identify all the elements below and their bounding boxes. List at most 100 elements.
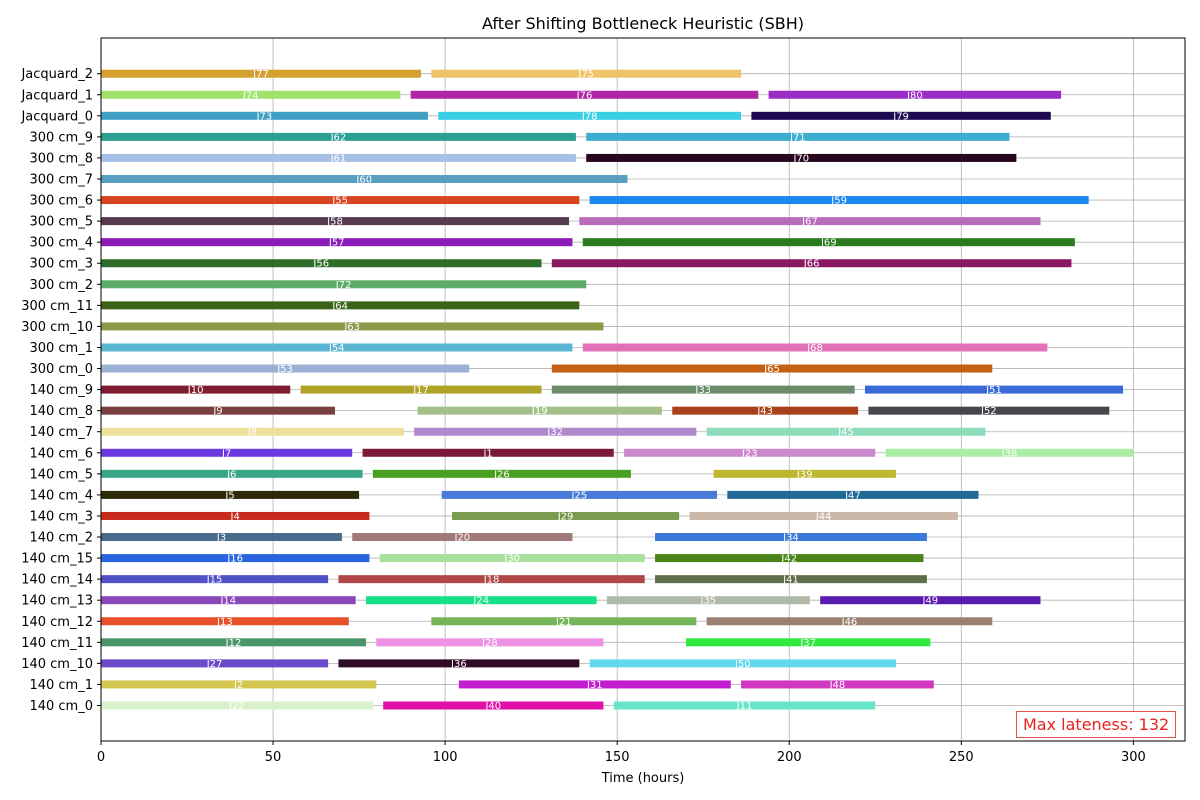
job-label: J25 [570, 490, 587, 501]
task-bars: J77 J75 J74 J76 J80 J73 J78 J79 J62 J71 J61 J70 J60 J… [101, 69, 1134, 712]
job-label: J36 [450, 659, 467, 670]
job-label: J52 [980, 406, 997, 417]
x-tick-label: 150 [605, 750, 630, 765]
x-axis-label: Time (hours) [601, 771, 685, 786]
task-bar [606, 596, 810, 605]
job-label: J30 [503, 554, 520, 565]
job-label: J63 [343, 322, 360, 333]
job-label: J28 [481, 638, 498, 649]
job-label: J6 [226, 469, 236, 480]
job-label: J44 [815, 511, 832, 522]
task-bar [551, 364, 993, 373]
job-label: J9 [212, 406, 222, 417]
task-bar [338, 575, 645, 584]
job-label: J11 [736, 701, 753, 712]
task-bar [376, 638, 604, 647]
job-label: J13 [216, 617, 233, 628]
job-label: J77 [252, 69, 269, 80]
task-bar [458, 680, 731, 689]
max-lateness-annotation: Max lateness: 132 [1016, 711, 1177, 738]
task-bar [706, 617, 993, 626]
job-label: J48 [829, 680, 846, 691]
task-bar [101, 533, 342, 542]
task-bar [372, 469, 631, 478]
task-bar [417, 406, 662, 415]
task-bar [101, 638, 366, 647]
machine-label: 300 cm_2 [29, 278, 93, 293]
job-label: J19 [531, 406, 548, 417]
job-label: J35 [700, 596, 717, 607]
task-bar [383, 701, 604, 710]
x-axis-ticks: 0 50 100 150 200 250 300 [97, 741, 1146, 765]
task-bar [101, 448, 353, 457]
machine-label: 140 cm_2 [29, 531, 93, 546]
task-bar [101, 343, 573, 352]
task-bar [101, 175, 628, 183]
job-label: J16 [226, 554, 243, 565]
job-label: J64 [331, 301, 348, 312]
task-bar [820, 596, 1041, 605]
job-label: J21 [555, 617, 572, 628]
task-bar [101, 680, 377, 689]
task-bar [101, 469, 363, 478]
job-label: J72 [335, 280, 352, 291]
task-bar [582, 343, 1048, 352]
job-label: J23 [741, 448, 758, 459]
task-bar [101, 385, 291, 394]
task-bar [338, 659, 580, 668]
machine-label: 140 cm_6 [29, 446, 93, 461]
x-tick-label: 300 [1121, 750, 1146, 765]
job-label: J27 [206, 659, 223, 670]
job-label: J15 [206, 575, 223, 586]
job-label: J70 [792, 153, 809, 164]
job-label: J71 [789, 132, 806, 143]
job-label: J33 [694, 385, 711, 396]
machine-label: 300 cm_1 [29, 341, 93, 356]
job-label: J1 [482, 448, 492, 459]
job-label: J56 [312, 259, 329, 270]
task-bar [579, 217, 1041, 226]
task-bar [101, 617, 349, 626]
job-label: J58 [326, 217, 343, 228]
task-bar [452, 511, 680, 520]
job-label: J57 [328, 238, 345, 249]
task-bar [589, 196, 1089, 205]
job-label: J69 [820, 238, 837, 249]
job-label: J80 [906, 90, 923, 101]
task-bar [431, 69, 742, 78]
machine-label: 300 cm_4 [29, 236, 93, 251]
task-bar [741, 680, 934, 689]
task-bar [101, 217, 570, 226]
task-bar [613, 701, 876, 710]
job-label: J60 [355, 175, 372, 186]
job-label: J50 [734, 659, 751, 670]
job-label: J66 [803, 259, 820, 270]
task-bar [438, 111, 742, 120]
machine-label: Jacquard_2 [20, 67, 93, 82]
task-bar [101, 196, 580, 205]
machine-labels: Jacquard_2 Jacquard_1 Jacquard_0 300 cm_9 30… [20, 67, 101, 714]
job-label: J4 [230, 511, 240, 522]
job-label: J7 [221, 448, 231, 459]
task-bar [101, 659, 329, 668]
task-bar [101, 701, 373, 710]
machine-label: 300 cm_6 [29, 194, 93, 209]
job-label: J45 [837, 427, 854, 438]
job-label: J47 [844, 490, 861, 501]
job-label: J65 [763, 364, 780, 375]
machine-label: 140 cm_3 [29, 509, 93, 524]
job-label: J37 [799, 638, 816, 649]
machine-label: 300 cm_10 [21, 320, 93, 335]
job-label: J18 [483, 575, 500, 586]
machine-label: Jacquard_0 [20, 109, 93, 124]
job-label: J51 [985, 385, 1002, 396]
job-label: J17 [412, 385, 429, 396]
machine-label: 140 cm_10 [21, 657, 93, 672]
task-bar [655, 554, 924, 563]
machine-label: 300 cm_0 [29, 362, 93, 377]
job-label: J3 [216, 533, 226, 544]
machine-label: 140 cm_9 [29, 383, 93, 398]
task-bar [101, 301, 580, 310]
job-label: J74 [242, 90, 259, 101]
